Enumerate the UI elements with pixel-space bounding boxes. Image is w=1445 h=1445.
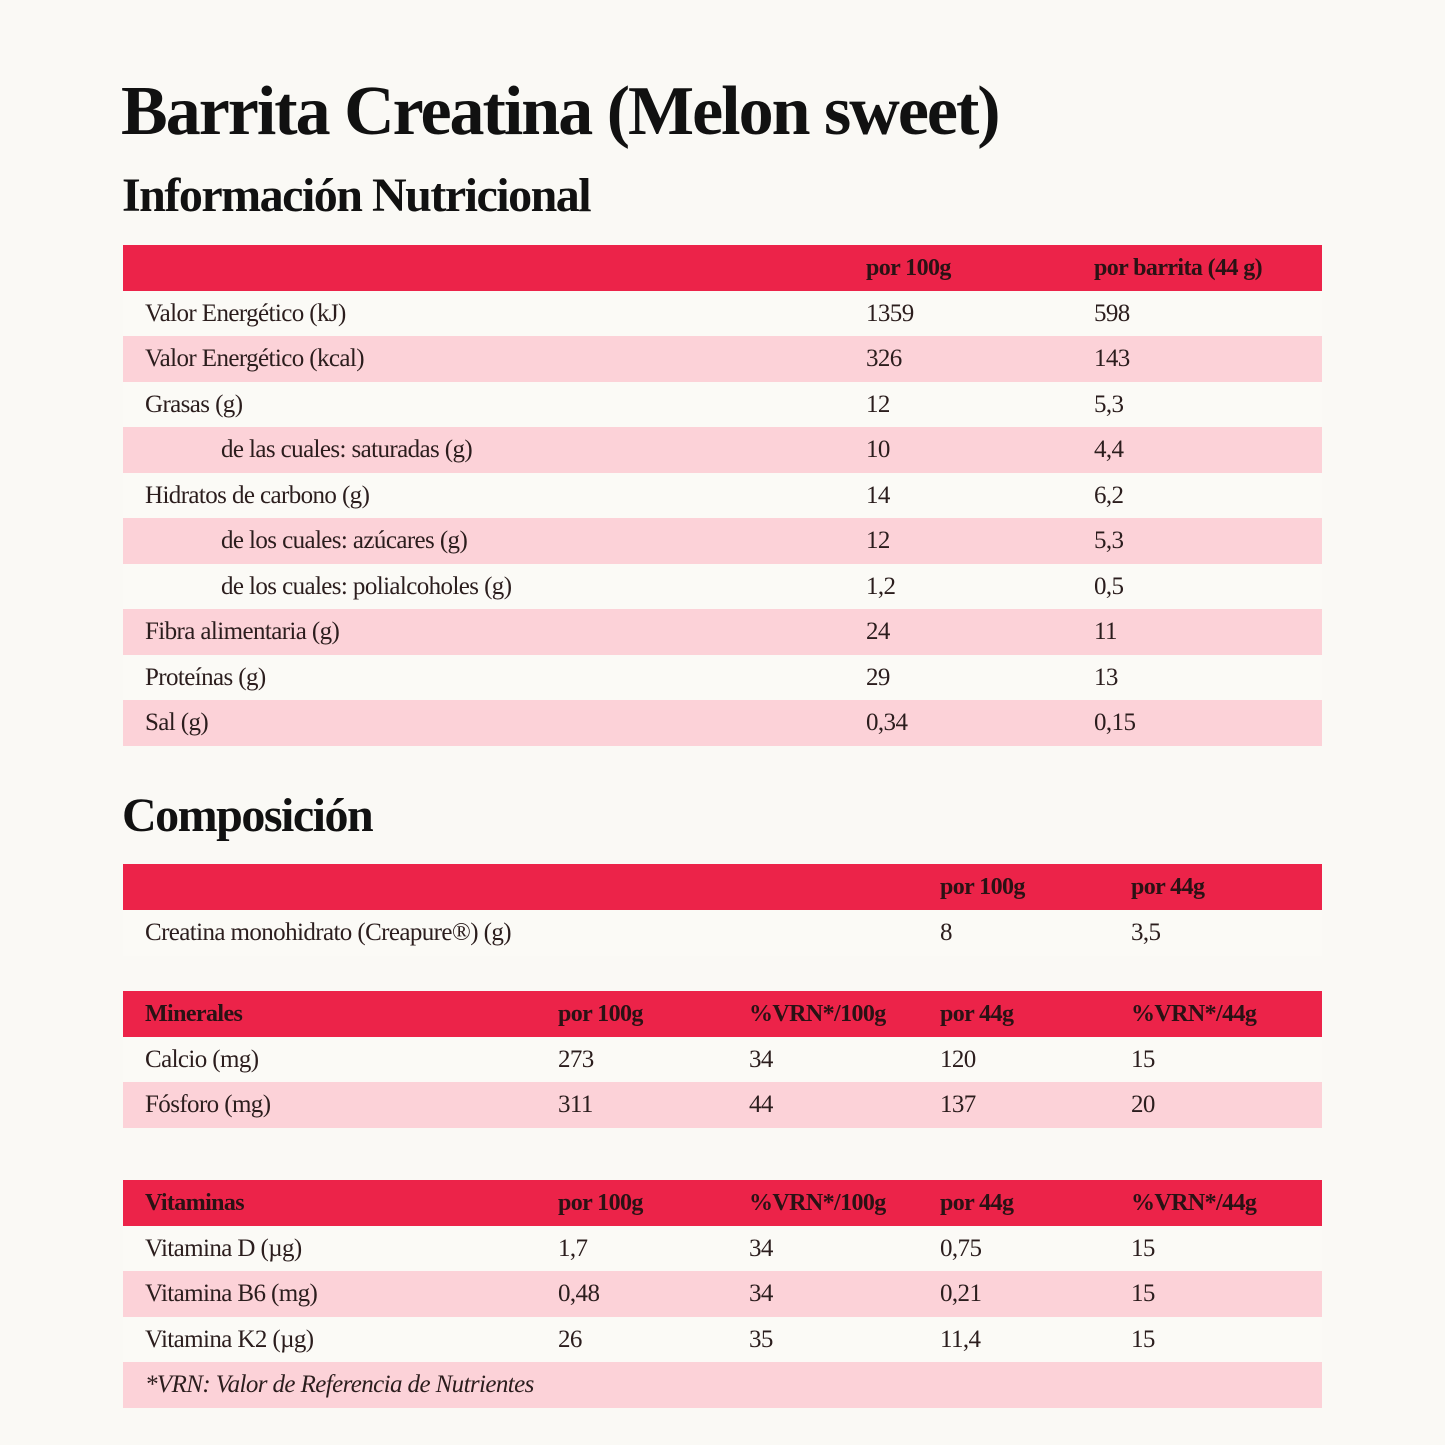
label-cell: de los cuales: azúcares (g) — [221, 527, 468, 554]
label-cell: de las cuales: saturadas (g) — [221, 436, 473, 463]
header-cell: por 44g — [940, 1001, 1014, 1027]
label-cell: Proteínas (g) — [145, 663, 266, 691]
label-cell: Vitamina D (µg) — [145, 1234, 302, 1262]
label-cell: Creatina monohidrato (Creapure®) (g) — [145, 918, 512, 946]
value-cell: 1,7 — [558, 1234, 588, 1262]
table-row — [123, 1036, 1322, 1083]
header-row — [123, 1180, 1322, 1226]
label-cell: Valor Energético (kcal) — [145, 345, 365, 372]
value-cell: 12 — [866, 390, 890, 418]
table-row — [123, 427, 1322, 473]
table-row — [123, 290, 1322, 337]
value-cell: 34 — [749, 1045, 773, 1073]
value-cell: 326 — [866, 345, 902, 372]
header-cell: %VRN*/44g — [1131, 1001, 1257, 1027]
table-row — [123, 1316, 1322, 1363]
label-cell: Fibra alimentaria (g) — [145, 618, 340, 645]
value-cell: 0,15 — [1094, 709, 1136, 736]
header-cell: Vitaminas — [145, 1190, 245, 1216]
title: Barrita Creatina (Melon sweet) — [121, 73, 1001, 150]
label-cell: Hidratos de carbono (g) — [145, 481, 370, 509]
value-cell: 24 — [866, 618, 890, 645]
label-cell: Sal (g) — [145, 709, 209, 736]
table-row — [123, 1082, 1322, 1128]
header-cell: por barrita (44 g) — [1094, 255, 1263, 281]
value-cell: 26 — [558, 1325, 582, 1353]
header-row — [123, 245, 1322, 291]
value-cell: 0,75 — [940, 1234, 982, 1262]
value-cell: 29 — [866, 663, 890, 691]
label-cell: Grasas (g) — [145, 390, 243, 418]
value-cell: 12 — [866, 527, 890, 554]
header-row — [123, 864, 1322, 910]
value-cell: 34 — [749, 1280, 773, 1307]
table-row — [123, 609, 1322, 655]
value-cell: 137 — [940, 1091, 976, 1118]
header-cell: Minerales — [145, 1001, 243, 1027]
value-cell: 311 — [558, 1091, 593, 1118]
value-cell: 0,34 — [866, 709, 908, 736]
table-row — [123, 563, 1322, 610]
header-cell: por 44g — [1131, 874, 1205, 900]
value-cell: 5,3 — [1094, 527, 1124, 554]
value-cell: 0,21 — [940, 1280, 982, 1307]
value-cell: 14 — [866, 481, 890, 509]
value-cell: 0,48 — [558, 1280, 600, 1307]
value-cell: 15 — [1131, 1325, 1155, 1353]
table-row — [123, 1271, 1322, 1317]
value-cell: 15 — [1131, 1234, 1155, 1262]
value-cell: 598 — [1094, 299, 1130, 327]
header-cell: %VRN*/44g — [1131, 1190, 1257, 1216]
table-row — [123, 381, 1322, 428]
value-cell: 120 — [940, 1045, 976, 1073]
label-cell: Vitamina B6 (mg) — [145, 1280, 318, 1307]
value-cell: 35 — [749, 1325, 773, 1353]
value-cell: 6,2 — [1094, 481, 1124, 509]
value-cell: 1359 — [866, 299, 914, 327]
label-cell: Calcio (mg) — [145, 1045, 259, 1073]
table-row — [123, 336, 1322, 382]
value-cell: 44 — [749, 1091, 773, 1118]
value-cell: 11,4 — [940, 1325, 981, 1353]
value-cell: 3,5 — [1131, 918, 1161, 946]
table-row — [123, 909, 1322, 956]
table-row — [123, 654, 1322, 701]
value-cell: 11 — [1094, 618, 1117, 645]
label-cell: Fósforo (mg) — [145, 1091, 271, 1118]
value-cell: 143 — [1094, 345, 1130, 372]
label-cell: Valor Energético (kJ) — [145, 299, 346, 327]
header-cell: por 100g — [940, 874, 1025, 900]
value-cell: 4,4 — [1094, 436, 1124, 463]
label-cell: Vitamina K2 (µg) — [145, 1325, 314, 1353]
table-row — [123, 472, 1322, 519]
value-cell: 34 — [749, 1234, 773, 1262]
header-cell: %VRN*/100g — [749, 1001, 886, 1027]
header-cell: por 100g — [558, 1001, 643, 1027]
value-cell: 5,3 — [1094, 390, 1124, 418]
subtitle: Información Nutricional — [122, 169, 592, 222]
value-cell: 20 — [1131, 1091, 1155, 1118]
footnote: *VRN: Valor de Referencia de Nutrientes — [145, 1371, 534, 1398]
header-cell: por 44g — [940, 1190, 1014, 1216]
label-cell: de los cuales: polialcoholes (g) — [221, 572, 512, 600]
table-row — [123, 518, 1322, 564]
header-cell: por 100g — [558, 1190, 643, 1216]
header-cell: %VRN*/100g — [749, 1190, 886, 1216]
value-cell: 8 — [940, 918, 953, 946]
table-row — [123, 700, 1322, 746]
header-row — [123, 991, 1322, 1037]
value-cell: 13 — [1094, 663, 1118, 691]
value-cell: 0,5 — [1094, 572, 1124, 600]
header-cell: por 100g — [866, 255, 951, 281]
value-cell: 10 — [866, 436, 890, 463]
section-title: Composición — [122, 789, 374, 842]
value-cell: 15 — [1131, 1045, 1155, 1073]
value-cell: 1,2 — [866, 572, 896, 600]
table-row — [123, 1225, 1322, 1272]
value-cell: 273 — [558, 1045, 594, 1073]
footnote-row — [123, 1362, 1322, 1408]
value-cell: 15 — [1131, 1280, 1155, 1307]
